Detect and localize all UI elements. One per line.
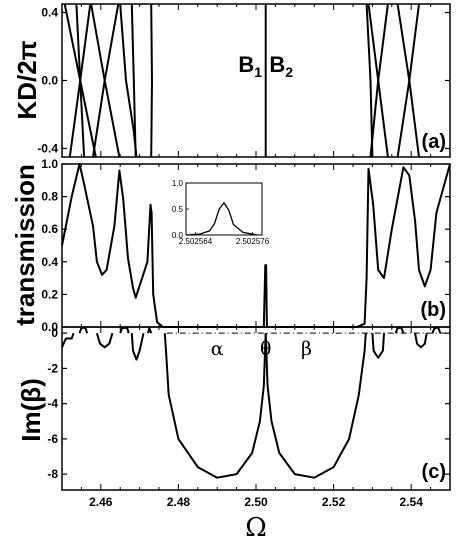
panel-b-ylabel: transmission [10,164,40,326]
panel-2-series-line [78,326,89,334]
x-tick-label: 2.46 [89,495,113,509]
panel-0-series-line [92,3,120,158]
inset-ytick-label: 1.0 [172,179,184,188]
panel-0-series-line [68,3,92,158]
panel-2-series-line [95,332,114,349]
panel-0-series-line [365,3,374,158]
panel-2-ytick-label: -2 [47,361,58,375]
x-tick-label: 2.52 [322,495,346,509]
panel-0-series-line [396,3,420,158]
panel-2-ytick-label: -8 [47,467,58,481]
panel-b-letter: (b) [420,299,446,321]
inset-series-line [185,201,258,236]
inset-xtick-label: 2.502564 [179,237,213,246]
region-label: θ [260,338,271,360]
region-label: β [301,338,312,360]
panel-a-frame [61,3,451,158]
panel-1-ytick-label: 0.2 [41,287,58,301]
panel-2-series-line [119,326,130,334]
panel-c-ylabel: Im(β) [16,378,46,442]
panel-0-series-line [130,3,137,158]
panel-0-ytick-label: 0.0 [41,74,58,88]
panel-1-ytick-label: 0.0 [41,320,58,334]
x-axis-label: Ω [245,513,267,543]
panel-c-letter: (c) [422,461,446,483]
inset-xtick-label: 2.502576 [236,237,270,246]
chart-marks: 0.4 0.0 -0.4 B1 B2 1.0 0.8 0.6 0.4 0.2 0.0 0.0 0.5 1.… [37,3,451,509]
panel-a-ylabel: KD/2π [12,40,42,119]
panel-2-series-line [264,333,367,479]
panel-c-frame [61,326,451,491]
x-tick-label: 2.54 [400,495,424,509]
x-tick-label: 2.50 [244,495,268,509]
region-label: α [211,338,224,360]
panel-0-ytick-label: -0.4 [37,142,58,156]
panel-1-ytick-label: 0.6 [41,222,58,236]
panel-1-ytick-label: 0.8 [41,190,58,204]
band-label: B1 [238,52,262,80]
inset-ytick-label: 0.0 [172,231,184,240]
panel-2-series-line [394,326,405,334]
panel-0-series-line [369,3,389,158]
panel-0-ytick-label: 0.4 [41,6,58,20]
panel-1-ytick-label: 1.0 [41,157,58,171]
x-tick-label: 2.48 [167,495,191,509]
panel-2-series-line [414,333,428,349]
panel-2-series-line [163,333,267,479]
panel-2-ytick-label: -4 [47,397,58,411]
panel-2-series-line [61,332,75,348]
panel-2-ytick-label: 0 [51,326,58,340]
inset-frame [185,182,263,236]
panel-2-series-line [147,326,153,334]
panel-2-series-line [371,333,385,359]
panel-a-letter: (a) [422,131,446,153]
panel-1-series-line [61,163,451,328]
panel-2-series-line [431,326,442,334]
panel-1-ytick-label: 0.4 [41,255,58,269]
band-label: B2 [269,52,293,80]
panel-2-ytick-label: -6 [47,432,58,446]
panel-0-series-line [150,3,153,158]
panel-2-series-line [130,332,145,361]
inset-ytick-label: 0.5 [172,205,184,214]
